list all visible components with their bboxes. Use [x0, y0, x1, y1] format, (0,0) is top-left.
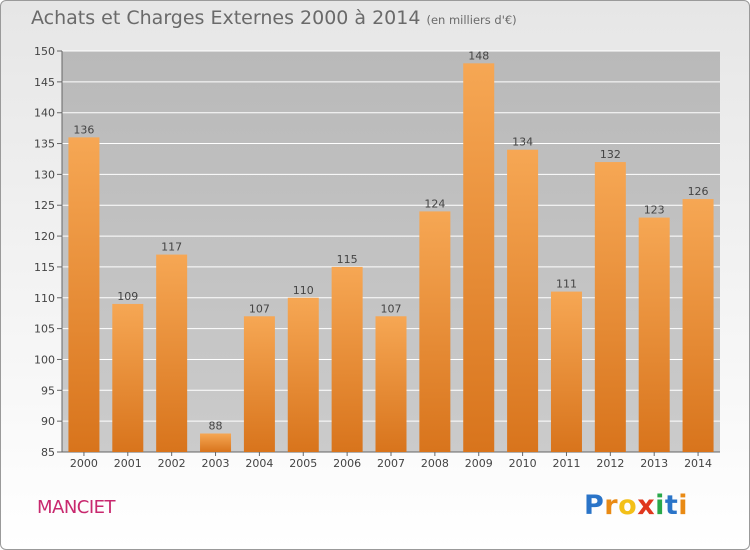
- value-label-2013: 123: [644, 204, 665, 217]
- bar-2013: [638, 217, 670, 452]
- value-label-2011: 111: [556, 278, 577, 291]
- y-tick-label: 145: [34, 76, 55, 89]
- bar-2002: [156, 254, 188, 452]
- x-tick-label-2010: 2010: [509, 457, 537, 470]
- x-tick-label-2005: 2005: [289, 457, 317, 470]
- bar-2011: [550, 291, 582, 452]
- x-tick-label-2009: 2009: [465, 457, 493, 470]
- y-tick-label: 105: [34, 323, 55, 336]
- y-tick-label: 140: [34, 107, 55, 120]
- y-tick-label: 85: [41, 446, 55, 459]
- chart-title: Achats et Charges Externes 2000 à 2014 (e…: [31, 7, 517, 29]
- y-tick-label: 120: [34, 230, 55, 243]
- bar-2009: [463, 63, 495, 452]
- commune-name: MANCIET: [37, 497, 116, 518]
- y-tick-label: 95: [41, 384, 55, 397]
- proxiti-logo: Proxiti: [584, 490, 688, 521]
- bar-2001: [112, 303, 144, 452]
- logo-letter: o: [618, 490, 638, 521]
- logo-letter: i: [678, 490, 689, 521]
- value-label-2010: 134: [512, 136, 533, 149]
- bar-2014: [682, 199, 714, 452]
- value-label-2006: 115: [337, 253, 358, 266]
- x-tick-label-2004: 2004: [245, 457, 273, 470]
- chart-subtitle: (en milliers d'€): [426, 13, 517, 27]
- x-tick-label-2003: 2003: [202, 457, 230, 470]
- value-label-2000: 136: [73, 123, 94, 136]
- bar-2010: [507, 149, 539, 452]
- chart-title-text: Achats et Charges Externes 2000 à 2014: [31, 7, 421, 29]
- bar-2003: [200, 433, 232, 452]
- logo-letter: i: [655, 490, 665, 521]
- bar-2008: [419, 211, 451, 452]
- x-tick-label-2001: 2001: [114, 457, 142, 470]
- bar-2004: [243, 316, 275, 452]
- value-label-2009: 148: [468, 49, 489, 62]
- x-tick-label-2000: 2000: [70, 457, 98, 470]
- y-tick-label: 90: [41, 415, 55, 428]
- logo-letter: t: [664, 490, 679, 521]
- bar-2012: [594, 162, 626, 453]
- x-tick-label-2013: 2013: [640, 457, 668, 470]
- logo-letter: x: [637, 490, 656, 521]
- value-label-2014: 126: [688, 185, 709, 198]
- value-label-2005: 110: [293, 284, 314, 297]
- value-label-2004: 107: [249, 302, 270, 315]
- y-tick-label: 110: [34, 292, 55, 305]
- logo-letter: r: [604, 490, 619, 521]
- x-tick-label-2007: 2007: [377, 457, 405, 470]
- value-label-2003: 88: [209, 419, 223, 432]
- bar-2006: [331, 266, 363, 452]
- x-tick-label-2011: 2011: [552, 457, 580, 470]
- y-tick-label: 135: [34, 138, 55, 151]
- y-tick-label: 100: [34, 353, 55, 366]
- y-tick-label: 150: [34, 45, 55, 58]
- value-label-2012: 132: [600, 148, 621, 161]
- y-tick-label: 115: [34, 261, 55, 274]
- y-tick-label: 125: [34, 199, 55, 212]
- y-tick-label: 130: [34, 168, 55, 181]
- value-label-2007: 107: [381, 302, 402, 315]
- x-tick-label-2002: 2002: [158, 457, 186, 470]
- value-label-2001: 109: [117, 290, 138, 303]
- value-label-2008: 124: [424, 197, 445, 210]
- value-label-2002: 117: [161, 241, 182, 254]
- x-tick-label-2012: 2012: [596, 457, 624, 470]
- bar-2007: [375, 316, 407, 452]
- bar-2000: [68, 137, 100, 452]
- x-tick-label-2006: 2006: [333, 457, 361, 470]
- x-tick-label-2008: 2008: [421, 457, 449, 470]
- bar-2005: [287, 297, 319, 452]
- x-tick-label-2014: 2014: [684, 457, 712, 470]
- logo-letter: P: [584, 490, 605, 521]
